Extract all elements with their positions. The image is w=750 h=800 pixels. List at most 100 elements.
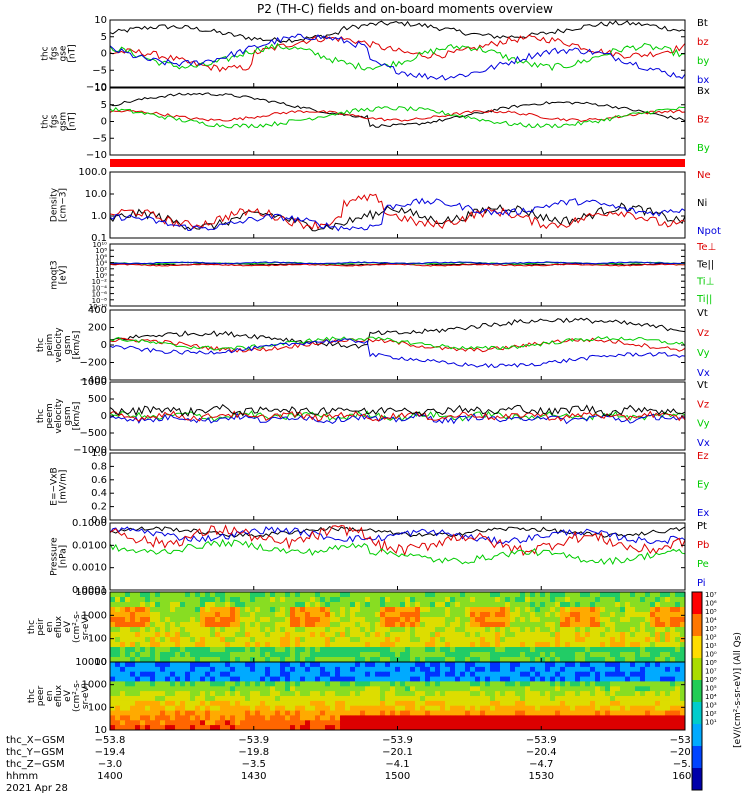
spectrogram-cell [200, 637, 206, 643]
spectrogram-cell [550, 676, 556, 682]
spectrogram-cell [445, 612, 451, 618]
spectrogram-cell [265, 602, 271, 608]
spectrogram-cell [290, 647, 296, 653]
colorbar-tick-label: 10⁰ [705, 651, 717, 659]
spectrogram-cell [290, 627, 296, 633]
spectrogram-cell [350, 602, 356, 608]
spectrogram-cell [230, 662, 236, 668]
spectrogram-cell [395, 710, 401, 716]
spectrogram-cell [315, 696, 321, 702]
spectrogram-cell [410, 597, 416, 603]
spectrogram-cell [615, 637, 621, 643]
spectrogram-cell [490, 662, 496, 668]
spectrogram-cell [110, 612, 116, 618]
spectrogram-cell [385, 602, 391, 608]
spectrogram-cell [655, 676, 661, 682]
spectrogram-cell [385, 637, 391, 643]
spectrogram-cell [130, 705, 136, 712]
spectrogram-cell [545, 691, 551, 697]
spectrogram-cell [275, 671, 281, 678]
spectrogram-cell [185, 612, 191, 618]
spectrogram-cell [650, 696, 656, 702]
y-tick-label: 0.8 [91, 461, 107, 472]
spectrogram-cell [145, 720, 151, 726]
spectrogram-cell [460, 676, 466, 682]
spectrogram-cell [300, 592, 306, 598]
spectrogram-cell [125, 602, 131, 608]
spectrogram-cell [660, 622, 666, 628]
spectrogram-cell [590, 671, 596, 678]
spectrogram-cell [350, 705, 356, 712]
spectrogram-cell [330, 597, 336, 603]
spectrogram-cell [295, 632, 301, 638]
spectrogram-cell [425, 632, 431, 638]
spectrogram-cell [335, 662, 341, 668]
spectrogram-cell [365, 637, 371, 643]
spectrogram-cell [590, 607, 596, 613]
spectrogram-cell [290, 622, 296, 628]
spectrogram-cell [460, 652, 466, 658]
spectrogram-cell [460, 642, 466, 648]
spectrogram-cell [540, 696, 546, 702]
y-tick-label: 10⁻⁴ [92, 284, 108, 292]
spectrogram-cell [615, 686, 621, 692]
spectrogram-cell [490, 627, 496, 633]
spectrogram-cell [350, 652, 356, 658]
spectrogram-cell [425, 607, 431, 613]
spectrogram-cell [120, 597, 126, 603]
spectrogram-cell [405, 705, 411, 712]
spectrogram-cell [200, 715, 206, 721]
spectrogram-cell [625, 597, 631, 603]
spectrogram-cell [345, 657, 351, 663]
y-label: thc peer en eflux eV (cm²-s-sr-eV) [27, 680, 91, 712]
spectrogram-cell [590, 720, 596, 726]
spectrogram-cell [215, 686, 221, 692]
spectrogram-cell [140, 696, 146, 702]
spectrogram-cell [485, 642, 491, 648]
spectrogram-cell [590, 617, 596, 623]
spectrogram-cell [245, 705, 251, 712]
spectrogram-cell [675, 691, 681, 697]
spectrogram-cell [185, 592, 191, 598]
spectrogram-cell [660, 681, 666, 687]
spectrogram-cell [295, 597, 301, 603]
spectrogram-cell [500, 696, 506, 702]
spectrogram-cell [175, 627, 181, 633]
spectrogram-cell [650, 700, 656, 707]
spectrogram-cell [145, 705, 151, 712]
spectrogram-cell [280, 632, 286, 638]
spectrogram-cell [210, 710, 216, 716]
spectrogram-cell [250, 700, 256, 707]
spectrogram-cell [570, 657, 576, 663]
spectrogram-cell [605, 705, 611, 712]
spectrogram-cell [130, 632, 136, 638]
spectrogram-cell [380, 662, 386, 668]
spectrogram-cell [640, 622, 646, 628]
spectrogram-cell [135, 617, 141, 623]
spectrogram-cell [370, 632, 376, 638]
spectrogram-cell [260, 632, 266, 638]
spectrogram-cell [235, 592, 241, 598]
spectrogram-cell [135, 681, 141, 687]
spectrogram-cell [160, 725, 166, 731]
spectrogram-cell [655, 607, 661, 613]
spectrogram-cell [620, 602, 626, 608]
spectrogram-cell [160, 622, 166, 628]
spectrogram-cell [265, 686, 271, 692]
spectrogram-cell [425, 662, 431, 668]
spectrogram-cell [460, 671, 466, 678]
spectrogram-cell [180, 592, 186, 598]
spectrogram-cell [335, 666, 341, 673]
spectrogram-cell [565, 696, 571, 702]
spectrogram-cell [120, 671, 126, 678]
colorbar-tick-label: 10⁵ [705, 685, 717, 693]
spectrogram-cell [335, 632, 341, 638]
spectrogram-cell [425, 602, 431, 608]
legend-vx: Vx [697, 368, 710, 379]
spectrogram-cell [570, 710, 576, 716]
spectrogram-cell [240, 637, 246, 643]
spectrogram-cell [285, 720, 291, 726]
spectrogram-cell [535, 617, 541, 623]
